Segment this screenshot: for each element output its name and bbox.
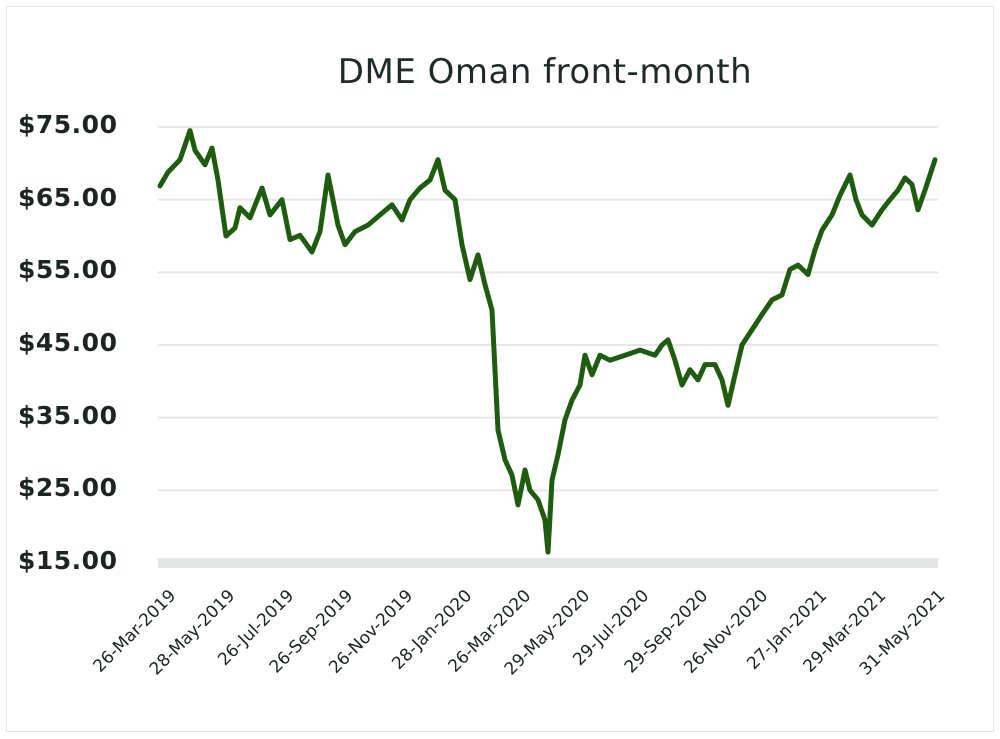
chart-title: DME Oman front-month	[337, 52, 753, 92]
y-tick-label: $15.00	[18, 546, 118, 575]
y-tick-label: $45.00	[18, 328, 118, 357]
gridlines	[158, 126, 938, 568]
price-line	[157, 128, 938, 555]
y-tick-label: $25.00	[18, 473, 118, 503]
y-tick-label: $35.00	[18, 400, 118, 430]
y-tick-label: $65.00	[18, 182, 118, 212]
y-tick-label: $75.00	[18, 110, 118, 139]
y-tick-label: $55.00	[18, 255, 118, 285]
